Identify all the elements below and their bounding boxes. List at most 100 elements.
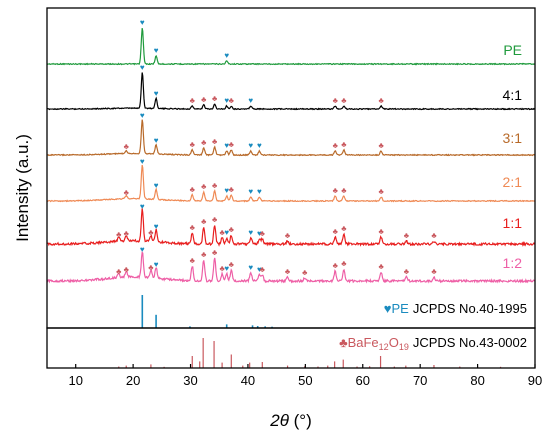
x-tick-label: 10 <box>68 373 82 388</box>
bafe-peak-marker: ♣ <box>212 181 218 190</box>
bafe-peak-marker: ♣ <box>124 265 130 274</box>
bafe-peak-marker: ♣ <box>431 267 437 276</box>
bafe-peak-marker: ♣ <box>190 223 196 232</box>
pe-peak-marker: ♥ <box>224 186 229 195</box>
bafe-peak-marker: ♣ <box>285 267 291 276</box>
bafe-peak-marker: ♣ <box>229 225 235 234</box>
bafe-peak-marker: ♣ <box>341 259 347 268</box>
bafe-formula-sub2: 19 <box>399 342 409 352</box>
pe-peak-marker: ♥ <box>224 264 229 273</box>
pe-peak-marker: ♥ <box>154 136 159 145</box>
bafe-peak-marker: ♣ <box>148 263 154 272</box>
bafe-peak-marker: ♣ <box>124 188 130 197</box>
bafe-peak-marker: ♣ <box>229 260 235 269</box>
bafe-peak-marker: ♣ <box>341 186 347 195</box>
pe-peak-marker: ♥ <box>248 263 253 272</box>
pe-peak-marker: ♥ <box>224 141 229 150</box>
x-tick-label: 50 <box>298 373 312 388</box>
bafe-peak-marker: ♣ <box>190 96 196 105</box>
bafe-peak-marker: ♣ <box>302 268 308 277</box>
x-axis: 10 20 30 40 50 60 70 80 90 <box>68 364 542 388</box>
bafe-peak-marker: ♣ <box>341 224 347 233</box>
plot-area: ♥♥♥ PE♥♥♣ ♣ ♣ ♥ ♣ ♥ ♣ ♣ ♣ 4:1♣♥♥ ♣ ♣ ♣ ♥ ♣ ♥ ♥ ♣ ♣ ♣ 3:1♣♥♥ ♣ ♣… <box>46 18 536 284</box>
bafe-peak-marker: ♣ <box>431 231 437 240</box>
bafe-peak-marker: ♣ <box>201 95 207 104</box>
bafe-peak-marker: ♣ <box>333 186 339 195</box>
series-label: PE <box>503 42 522 58</box>
pe-peak-marker: ♥ <box>154 89 159 98</box>
pe-peak-marker: ♥ <box>224 96 229 105</box>
x-tick-label: 30 <box>183 373 197 388</box>
bafe-formula-prefix: BaFe <box>348 335 379 350</box>
pe-peak-marker: ♥ <box>140 202 145 211</box>
x-tick-label: 70 <box>413 373 427 388</box>
bafe-peak-marker: ♣ <box>116 267 122 276</box>
series-4to1: ♥♥♣ ♣ ♣ ♥ ♣ ♥ ♣ ♣ ♣ 4:1 <box>46 63 536 111</box>
bafe-peak-marker: ♣ <box>212 137 218 146</box>
series-label: 3:1 <box>503 130 523 146</box>
bafe-peak-marker: ♣ <box>219 264 225 273</box>
x-axis-label: 2θ (°) <box>269 411 312 430</box>
bafe-peak-marker: ♣ <box>229 140 235 149</box>
bafe-peak-marker: ♣ <box>190 256 196 265</box>
bafe-peak-marker: ♣ <box>201 138 207 147</box>
series-label: 4:1 <box>503 87 523 103</box>
bafe-peak-marker: ♣ <box>285 231 291 240</box>
x-tick-label: 20 <box>126 373 140 388</box>
pe-heart-icon: ♥ <box>384 301 392 316</box>
series-line <box>46 164 536 203</box>
pe-peak-marker: ♥ <box>257 229 262 238</box>
bafe-peak-marker: ♣ <box>260 229 266 238</box>
pe-peak-marker: ♥ <box>140 18 145 27</box>
pe-peak-marker: ♥ <box>224 51 229 60</box>
pe-reference-name: PE <box>391 301 409 316</box>
pe-peak-marker: ♥ <box>257 187 262 196</box>
bafe-peak-marker: ♣ <box>148 228 154 237</box>
series-label: 1:1 <box>503 215 523 231</box>
pe-peak-marker: ♥ <box>257 141 262 150</box>
bafe-peak-marker: ♣ <box>333 261 339 270</box>
bafe-peak-marker: ♣ <box>379 141 385 150</box>
series-PE: ♥ ♥ ♥ PE <box>46 18 536 66</box>
pe-reference-pattern: ♥PE JCPDS No.40-1995 <box>141 295 527 328</box>
pe-peak-marker: ♥ <box>140 63 145 72</box>
pe-reference-card: JCPDS No.40-1995 <box>413 301 527 316</box>
pe-peak-marker: ♥ <box>154 46 159 55</box>
pe-peak-marker: ♥ <box>248 187 253 196</box>
bafe-peak-marker: ♣ <box>212 248 218 257</box>
x-tick-label: 60 <box>356 373 370 388</box>
reference-area: ♥PE JCPDS No.40-1995 ♣BaFe12O19 JCPDS No.43… <box>118 295 527 368</box>
pe-peak-marker: ♥ <box>140 111 145 120</box>
pe-peak-marker: ♥ <box>257 265 262 274</box>
series-3to1: ♣♥♥ ♣ ♣ ♣ ♥ ♣ ♥ ♥ ♣ ♣ ♣ 3:1 <box>46 111 536 157</box>
pe-peak-marker: ♥ <box>140 157 145 166</box>
bafe-peak-marker: ♣ <box>341 140 347 149</box>
series-1to1: ♣ ♣♥♣♥ ♣♣ ♣♣ ♥ ♣ ♥ ♥♣ ♣ ♣ ♣ ♣ ♣ ♣1:1 <box>46 202 536 247</box>
bafe-formula-mid: O <box>389 335 399 350</box>
bafe-peak-marker: ♣ <box>116 230 122 239</box>
bafe-peak-marker: ♣ <box>190 185 196 194</box>
bafe-peak-marker: ♣ <box>190 140 196 149</box>
bafe-peak-marker: ♣ <box>219 228 225 237</box>
series-label: 2:1 <box>503 174 523 190</box>
bafe-peak-marker: ♣ <box>201 250 207 259</box>
x-tick-label: 40 <box>241 373 255 388</box>
pe-reference-label: ♥PE JCPDS No.40-1995 <box>384 301 527 316</box>
bafe-peak-marker: ♣ <box>379 96 385 105</box>
bafe-peak-marker: ♣ <box>379 262 385 271</box>
bafe-peak-marker: ♣ <box>404 267 410 276</box>
bafe-peak-marker: ♣ <box>212 215 218 224</box>
series-line <box>46 72 536 111</box>
pe-peak-marker: ♥ <box>248 228 253 237</box>
pe-peak-marker: ♥ <box>248 96 253 105</box>
bafe-peak-marker: ♣ <box>379 187 385 196</box>
bafe-peak-marker: ♣ <box>379 227 385 236</box>
series-line <box>46 119 536 157</box>
series-1to2: ♣ ♣♥♣ ♥ ♣♣ ♣♣ ♥ ♣ ♥ ♥♣ ♣ ♣♣ ♣ ♣♣ ♣1:2 <box>46 245 536 284</box>
pe-peak-marker: ♥ <box>224 228 229 237</box>
bafe-reference-label: ♣BaFe12O19 JCPDS No.43-0002 <box>339 335 527 352</box>
x-tick-label: 90 <box>528 373 542 388</box>
bafe-peak-marker: ♣ <box>341 96 347 105</box>
bafe-peak-marker: ♣ <box>333 141 339 150</box>
